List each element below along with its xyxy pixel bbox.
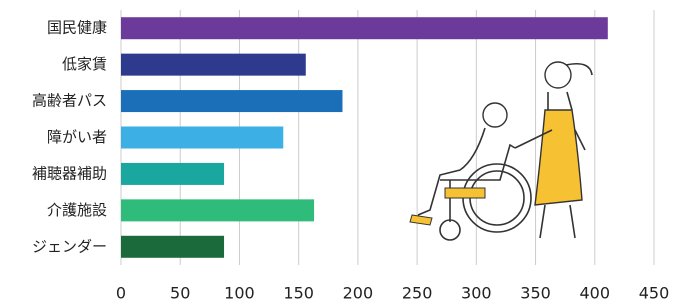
y-tick-label: 介護施設: [47, 201, 107, 219]
bar: [121, 163, 224, 185]
x-tick-label: 450: [639, 284, 670, 303]
x-tick-label: 300: [461, 284, 492, 303]
chart: 0 50 100 150 200 250 300 350 400 450 国民健康低家賃高齢者パス障…: [0, 0, 675, 304]
x-tick-label: 150: [283, 284, 314, 303]
bar: [121, 17, 608, 39]
bar: [121, 127, 283, 149]
x-tick-label: 200: [343, 284, 374, 303]
y-tick-label: 国民健康: [47, 19, 107, 37]
x-tick-label: 350: [520, 284, 551, 303]
y-tick-label: 障がい者: [47, 128, 107, 146]
y-tick-label: 低家賃: [62, 55, 107, 73]
y-tick-label: 高齢者パス: [32, 92, 107, 110]
x-tick-label: 50: [170, 284, 190, 303]
x-tick-label: 0: [116, 284, 126, 303]
x-tick-label: 250: [402, 284, 433, 303]
y-tick-label: 補聴器補助: [32, 164, 107, 182]
x-tick-label: 400: [580, 284, 611, 303]
bar: [121, 236, 224, 258]
y-tick-label: ジェンダー: [32, 237, 107, 255]
illustration: [410, 62, 592, 240]
bar: [121, 54, 306, 76]
bar: [121, 90, 342, 112]
bar: [121, 199, 314, 221]
x-tick-label: 100: [224, 284, 255, 303]
